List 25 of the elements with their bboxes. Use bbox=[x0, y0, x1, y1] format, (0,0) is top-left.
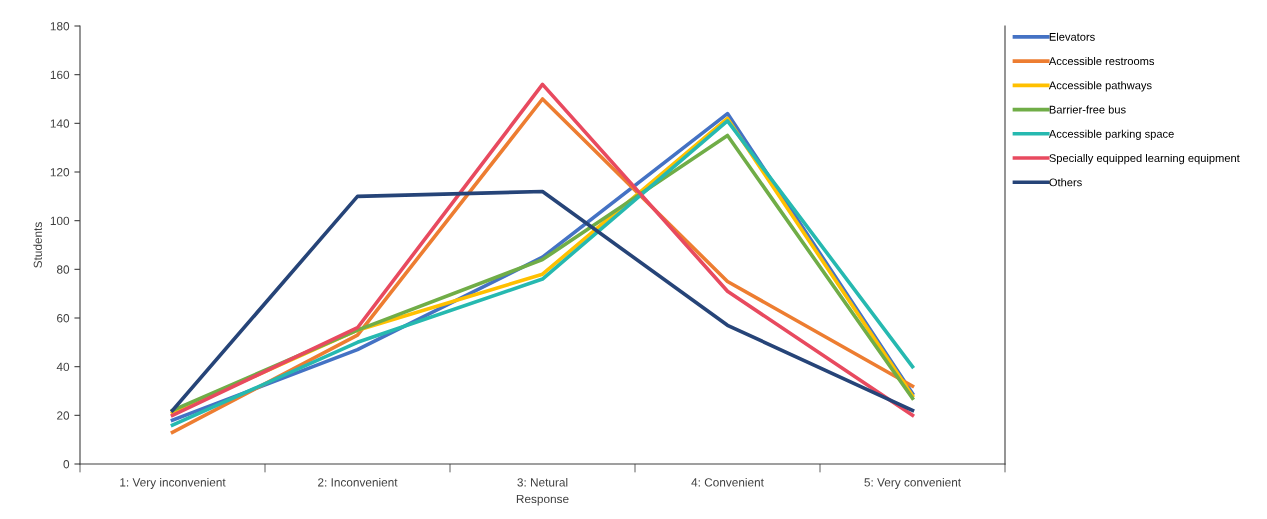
x-tick-label: 3: Netural bbox=[517, 477, 568, 487]
x-tick-label: 5: Very convenient bbox=[864, 477, 961, 489]
legend-label: Elevators bbox=[1049, 32, 1095, 41]
legend-label: Barrier-free bus bbox=[1049, 105, 1126, 114]
legend-label: Specially equipped learning equipment bbox=[1049, 153, 1240, 165]
y-tick-label: 120 bbox=[50, 168, 70, 177]
y-tick-label: 140 bbox=[50, 119, 70, 128]
y-tick-label: 40 bbox=[56, 362, 70, 372]
y-tick-label: 100 bbox=[50, 216, 70, 226]
y-tick-label: 0 bbox=[63, 460, 70, 469]
x-tick-label: 4: Convenient bbox=[691, 477, 764, 487]
x-tick-label: 2: Inconvenient bbox=[318, 477, 398, 487]
legend-label: Others bbox=[1049, 178, 1082, 187]
line-series bbox=[170, 189, 915, 413]
legend-label: Accessible parking space bbox=[1048, 129, 1174, 141]
y-axis-title: Students bbox=[33, 222, 42, 268]
y-tick-label: 60 bbox=[57, 314, 70, 323]
y-tick-label: 20 bbox=[57, 411, 70, 420]
legend-label: Accessible restrooms bbox=[1048, 56, 1155, 66]
x-tick-label: 1: Very inconvenient bbox=[120, 477, 226, 489]
x-axis-title: Response bbox=[516, 494, 569, 506]
legend-label: Accessible pathways bbox=[1048, 81, 1152, 92]
y-tick-label: 80 bbox=[56, 265, 70, 274]
y-tick-label: 180 bbox=[50, 22, 70, 31]
y-tick-label: 160 bbox=[50, 70, 70, 80]
